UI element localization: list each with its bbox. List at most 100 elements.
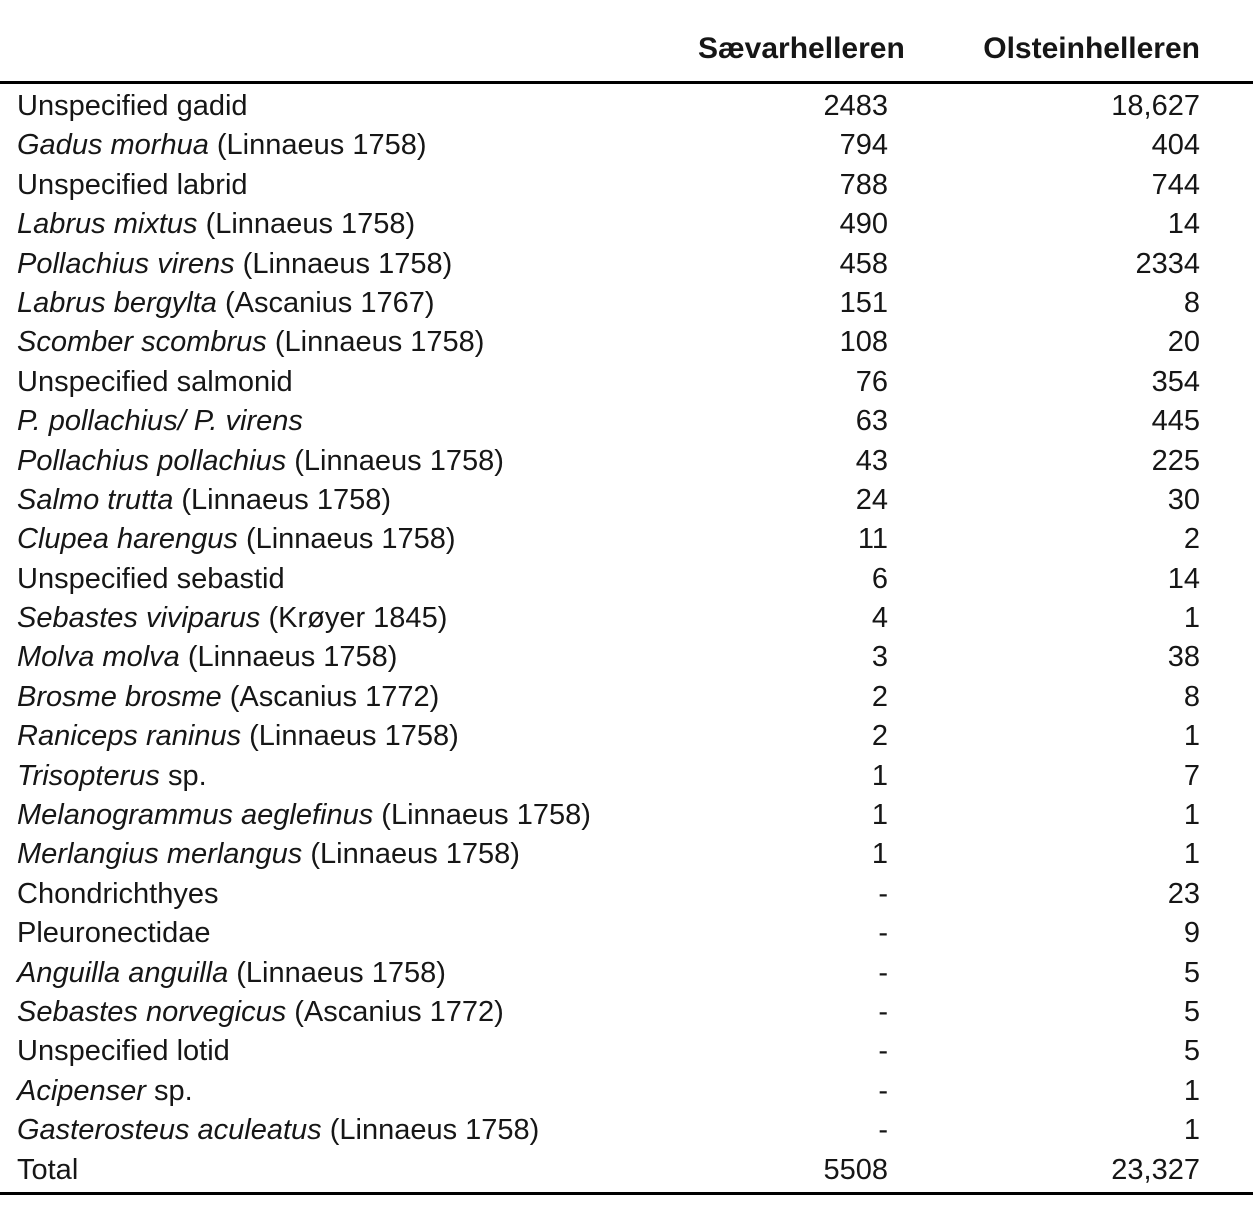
taxon-name: Unspecified sebastid	[17, 562, 285, 595]
table-row: Raniceps raninus (Linnaeus 1758) 2 1	[0, 717, 1253, 756]
taxon-name: Sebastes norvegicus	[17, 995, 287, 1028]
olsteinhelleren-count-cell: 20	[1167, 326, 1200, 359]
taxon-cell: Labrus mixtus (Linnaeus 1758)	[0, 205, 698, 244]
taxon-authority: (Linnaeus 1758)	[241, 720, 459, 753]
table-row: Unspecified sebastid 6 14	[0, 560, 1253, 599]
table-row: Sebastes norvegicus (Ascanius 1772) - 5	[0, 993, 1253, 1032]
table-row: Pollachius pollachius (Linnaeus 1758) 43…	[0, 442, 1253, 481]
saevarhelleren-count-cell: 3	[871, 641, 888, 674]
taxon-name: Sebastes viviparus	[17, 602, 261, 635]
table-row: Brosme brosme (Ascanius 1772) 2 8	[0, 678, 1253, 717]
taxon-name: Clupea harengus	[17, 523, 238, 556]
taxon-authority: (Linnaeus 1758)	[373, 799, 591, 832]
taxon-name: Labrus mixtus	[17, 208, 198, 241]
olsteinhelleren-count-cell: 354	[1151, 365, 1200, 398]
olsteinhelleren-count-cell: 8	[1183, 680, 1200, 713]
table-row: Labrus bergylta (Ascanius 1767) 151 8	[0, 284, 1253, 323]
table-row: Gadus morhua (Linnaeus 1758) 794 404	[0, 126, 1253, 165]
taxon-authority: sp.	[145, 1074, 193, 1107]
taxon-cell: Salmo trutta (Linnaeus 1758)	[0, 481, 698, 520]
saevarhelleren-count-cell: 43	[855, 444, 888, 477]
olsteinhelleren-count-cell: 445	[1151, 405, 1200, 438]
olsteinhelleren-count-cell: 7	[1183, 759, 1200, 792]
table-row: Molva molva (Linnaeus 1758) 3 38	[0, 638, 1253, 677]
taxon-cell: Scomber scombrus (Linnaeus 1758)	[0, 323, 698, 362]
taxon-authority: (Linnaeus 1758)	[228, 956, 446, 989]
olsteinhelleren-count-cell: 2	[1183, 523, 1200, 556]
taxon-name: Labrus bergylta	[17, 286, 217, 319]
table-row: Salmo trutta (Linnaeus 1758) 24 30	[0, 481, 1253, 520]
taxon-name: Trisopterus	[17, 759, 160, 792]
taxon-cell: Pollachius pollachius (Linnaeus 1758)	[0, 442, 698, 481]
taxon-name: Pollachius virens	[17, 247, 235, 280]
table-body: Unspecified gadid 2483 18,627 Gadus morh…	[0, 84, 1253, 1195]
saevarhelleren-count-cell: 151	[839, 286, 888, 319]
taxon-cell: Chondrichthyes	[0, 875, 698, 914]
olsteinhelleren-count-cell: 1	[1183, 720, 1200, 753]
olsteinhelleren-count-cell: 1	[1183, 799, 1200, 832]
taxon-name: Total	[17, 1153, 79, 1186]
saevarhelleren-count-cell: 6	[871, 562, 888, 595]
taxon-cell: Merlangius merlangus (Linnaeus 1758)	[0, 835, 698, 874]
olsteinhelleren-count-cell: 404	[1151, 129, 1200, 162]
table-row: Total 5508 23,327	[0, 1151, 1253, 1190]
taxon-authority: (Krøyer 1845)	[260, 602, 448, 635]
olsteinhelleren-count-cell: 744	[1151, 168, 1200, 201]
olsteinhelleren-count-cell: 23,327	[1111, 1153, 1200, 1186]
taxon-name: Salmo trutta	[17, 483, 174, 516]
taxon-cell: Unspecified salmonid	[0, 363, 698, 402]
olsteinhelleren-count-cell: 14	[1167, 562, 1200, 595]
table-row: Sebastes viviparus (Krøyer 1845) 4 1	[0, 599, 1253, 638]
taxon-authority: (Linnaeus 1758)	[173, 483, 391, 516]
table-row: Unspecified gadid 2483 18,627	[0, 87, 1253, 126]
taxon-authority: (Linnaeus 1758)	[208, 129, 427, 162]
taxon-name: Unspecified salmonid	[17, 365, 293, 398]
saevarhelleren-count-cell: 1	[871, 759, 888, 792]
saevarhelleren-count-cell: 11	[857, 523, 888, 556]
saevarhelleren-count-cell: -	[878, 995, 888, 1028]
taxon-name: Anguilla anguilla	[17, 956, 229, 989]
olsteinhelleren-count-cell: 18,627	[1111, 90, 1200, 122]
taxon-cell: Trisopterus sp.	[0, 757, 698, 796]
taxon-authority: (Linnaeus 1758)	[286, 444, 504, 477]
saevarhelleren-count-cell: -	[878, 1035, 888, 1068]
table-row: Merlangius merlangus (Linnaeus 1758) 1 1	[0, 835, 1253, 874]
olsteinhelleren-count-cell: 38	[1167, 641, 1200, 674]
saevarhelleren-count-cell: 788	[839, 168, 888, 201]
saevarhelleren-count-cell: 108	[839, 326, 888, 359]
taxon-cell: Sebastes norvegicus (Ascanius 1772)	[0, 993, 698, 1032]
taxon-name: Gadus morhua	[17, 129, 209, 162]
olsteinhelleren-count-cell: 5	[1183, 956, 1200, 989]
saevarhelleren-count-cell: -	[878, 1074, 888, 1107]
column-header-olsteinhelleren: Olsteinhelleren	[983, 32, 1200, 65]
taxon-authority: (Ascanius 1772)	[221, 680, 440, 713]
table-row: Pollachius virens (Linnaeus 1758) 458 23…	[0, 245, 1253, 284]
taxon-cell: Anguilla anguilla (Linnaeus 1758)	[0, 954, 698, 993]
table-row: Gasterosteus aculeatus (Linnaeus 1758) -…	[0, 1111, 1253, 1150]
olsteinhelleren-count-cell: 9	[1183, 917, 1200, 950]
taxon-authority: (Ascanius 1767)	[216, 286, 435, 319]
table-row: Unspecified labrid 788 744	[0, 166, 1253, 205]
table-row: Clupea harengus (Linnaeus 1758) 11 2	[0, 520, 1253, 559]
table-row: Melanogrammus aeglefinus (Linnaeus 1758)…	[0, 796, 1253, 835]
taxon-cell: Raniceps raninus (Linnaeus 1758)	[0, 717, 698, 756]
saevarhelleren-count-cell: 63	[855, 405, 888, 438]
taxon-cell: Clupea harengus (Linnaeus 1758)	[0, 520, 698, 559]
table-row: Unspecified lotid - 5	[0, 1032, 1253, 1071]
saevarhelleren-count-cell: -	[878, 877, 888, 910]
taxon-cell: Sebastes viviparus (Krøyer 1845)	[0, 599, 698, 638]
taxon-cell: Unspecified gadid	[0, 87, 698, 126]
taxon-name: Acipenser	[17, 1074, 146, 1107]
saevarhelleren-count-cell: 1	[871, 799, 888, 832]
table-row: Labrus mixtus (Linnaeus 1758) 490 14	[0, 205, 1253, 244]
saevarhelleren-count-cell: 794	[839, 129, 888, 162]
saevarhelleren-count-cell: 2483	[823, 90, 888, 122]
taxon-name: Pleuronectidae	[17, 917, 211, 950]
taxon-cell: Total	[0, 1151, 698, 1190]
taxon-cell: Labrus bergylta (Ascanius 1767)	[0, 284, 698, 323]
taxon-authority: sp.	[159, 759, 207, 792]
olsteinhelleren-count-cell: 1	[1183, 1114, 1200, 1147]
taxon-cell: Gadus morhua (Linnaeus 1758)	[0, 126, 698, 165]
taxon-cell: Unspecified sebastid	[0, 560, 698, 599]
taxon-name: Molva molva	[17, 641, 180, 674]
